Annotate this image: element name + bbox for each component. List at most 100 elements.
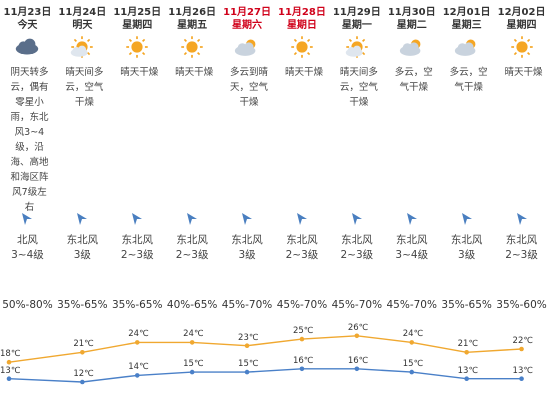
forecast-weekday: 明天: [72, 20, 93, 31]
high-temp-label: 22℃: [512, 336, 533, 346]
forecast-weekday: 星期二: [396, 20, 427, 31]
high-temp-line: [8, 335, 522, 363]
weather-description: 晴天干燥: [175, 67, 214, 78]
forecast-date: 11月25日: [113, 7, 162, 18]
forecast-date: 11月24日: [58, 7, 107, 18]
low-temp-label: 14℃: [128, 362, 149, 373]
forecast-weekday: 星期日: [286, 20, 317, 31]
low-temp-point: [519, 376, 524, 381]
high-temp-label: 18℃: [0, 349, 21, 360]
high-temp-point: [134, 340, 140, 345]
low-temp-label: 15℃: [238, 359, 259, 370]
weather-description: 阴天转多云，偶有零星小雨，东北风3~4级，沿海、高地和海区阵风7级左右: [10, 67, 49, 213]
low-temp-point: [299, 366, 305, 372]
high-temp-label: 25℃: [292, 326, 314, 337]
wind-direction: 东北风: [66, 234, 99, 246]
wind-direction-icon: [186, 211, 198, 225]
low-temp-point: [80, 379, 85, 385]
forecast-date: 12月01日: [442, 7, 491, 18]
low-temp-label: 16℃: [292, 355, 314, 366]
wind-direction-icon: [296, 211, 308, 225]
humidity-range: 45%-70%: [276, 299, 328, 311]
high-temp-point: [354, 333, 360, 339]
high-temp-point: [6, 359, 12, 365]
sun-icon: [123, 34, 151, 60]
wind-direction: 东北风: [395, 234, 428, 246]
day-column: 11月30日 星期二多云，空气干燥东北风 3~4级: [384, 0, 439, 290]
humidity-range: 40%-65%: [166, 299, 218, 311]
sun-icon: [288, 34, 316, 60]
cloud-sun-icon: [233, 34, 261, 60]
cloud-sun-icon: [398, 34, 426, 60]
high-temp-label: 21℃: [73, 339, 94, 350]
weather-description: 多云，空气干燥: [394, 67, 433, 93]
high-temp-point: [189, 340, 195, 345]
low-temp-label: 15℃: [183, 359, 204, 370]
high-temp-label: 21℃: [457, 339, 479, 350]
wind-level: 3级: [73, 249, 91, 261]
wind-level: 3级: [458, 249, 476, 261]
wind-direction-icon: [461, 211, 473, 225]
low-temp-label: 13℃: [457, 365, 479, 376]
humidity-range: 45%-70%: [331, 299, 383, 311]
low-temp-point: [409, 369, 415, 375]
sun-cloud-icon: [68, 34, 96, 60]
wind-direction: 东北风: [231, 234, 263, 246]
high-temp-point: [519, 346, 524, 352]
high-temp-point: [409, 340, 415, 345]
cloud-sun-icon: [453, 34, 481, 60]
humidity-range: 50%-80%: [2, 299, 53, 311]
high-temp-label: 23℃: [238, 332, 259, 343]
humidity-range: 45%-70%: [221, 299, 273, 311]
wind-level: 3~4级: [395, 249, 429, 261]
temperature-chart: [6, 333, 524, 385]
high-temp-point: [464, 350, 469, 355]
wind-direction: 东北风: [505, 234, 538, 246]
weather-description: 晴天间多云，空气干燥: [339, 67, 378, 108]
wind-level: 3级: [238, 249, 256, 261]
wind-direction-icon: [21, 211, 33, 225]
wind-direction-icon: [516, 211, 528, 225]
wind-level: 2~3级: [175, 249, 209, 261]
forecast-date: 11月27日: [223, 7, 271, 18]
forecast-weekday: 星期一: [341, 20, 372, 31]
day-column: 11月27日 星期六多云到晴天，空气干燥东北风 3级: [220, 0, 275, 290]
humidity-range: 45%-70%: [386, 299, 437, 311]
high-temp-point: [244, 343, 250, 348]
forecast-date: 11月26日: [168, 7, 217, 18]
day-column: 11月28日 星期日 晴天干燥 东北风 2~3级: [275, 0, 330, 290]
day-column: 11月26日 星期五 晴天干燥 东北风 2~3级: [165, 0, 220, 290]
wind-direction-icon: [131, 211, 143, 225]
low-temp-line: [8, 368, 522, 383]
low-temp-point: [6, 376, 12, 381]
high-temp-label: 24℃: [402, 329, 424, 340]
humidity-range: 35%-60%: [496, 299, 547, 311]
high-temp-label: 24℃: [128, 329, 149, 340]
high-temp-label: 26℃: [347, 322, 369, 333]
forecast-weekday: 星期四: [122, 20, 153, 31]
wind-direction-icon: [351, 211, 363, 225]
low-temp-label: 13℃: [0, 365, 21, 376]
cloud-icon: [13, 34, 41, 60]
day-column: 11月24日 明天晴天间多云，空气干燥东北风 3级: [55, 0, 110, 290]
forecast-weekday: 星期六: [232, 20, 263, 31]
forecast-weekday: 星期四: [506, 20, 537, 31]
forecast-date: 11月28日: [278, 7, 326, 18]
low-temp-point: [134, 373, 140, 378]
wind-level: 3~4级: [11, 249, 44, 261]
day-column: 12月02日 星期四 晴天干燥 东北风 2~3级: [494, 0, 549, 290]
forecast-date: 11月29日: [332, 7, 381, 18]
weather-description: 晴天间多云，空气干燥: [65, 67, 104, 108]
wind-direction: 北风: [16, 234, 38, 246]
wind-direction: 东北风: [341, 234, 373, 246]
forecast-date: 11月30日: [387, 7, 436, 18]
weather-description: 多云到晴天，空气干燥: [230, 67, 269, 108]
low-temp-label: 15℃: [402, 359, 424, 370]
low-temp-label: 16℃: [347, 355, 369, 366]
wind-level: 2~3级: [120, 249, 154, 261]
sun-cloud-icon: [343, 34, 371, 60]
low-temp-point: [189, 369, 195, 375]
high-temp-label: 24℃: [183, 329, 204, 340]
weather-description: 晴天干燥: [120, 67, 159, 78]
